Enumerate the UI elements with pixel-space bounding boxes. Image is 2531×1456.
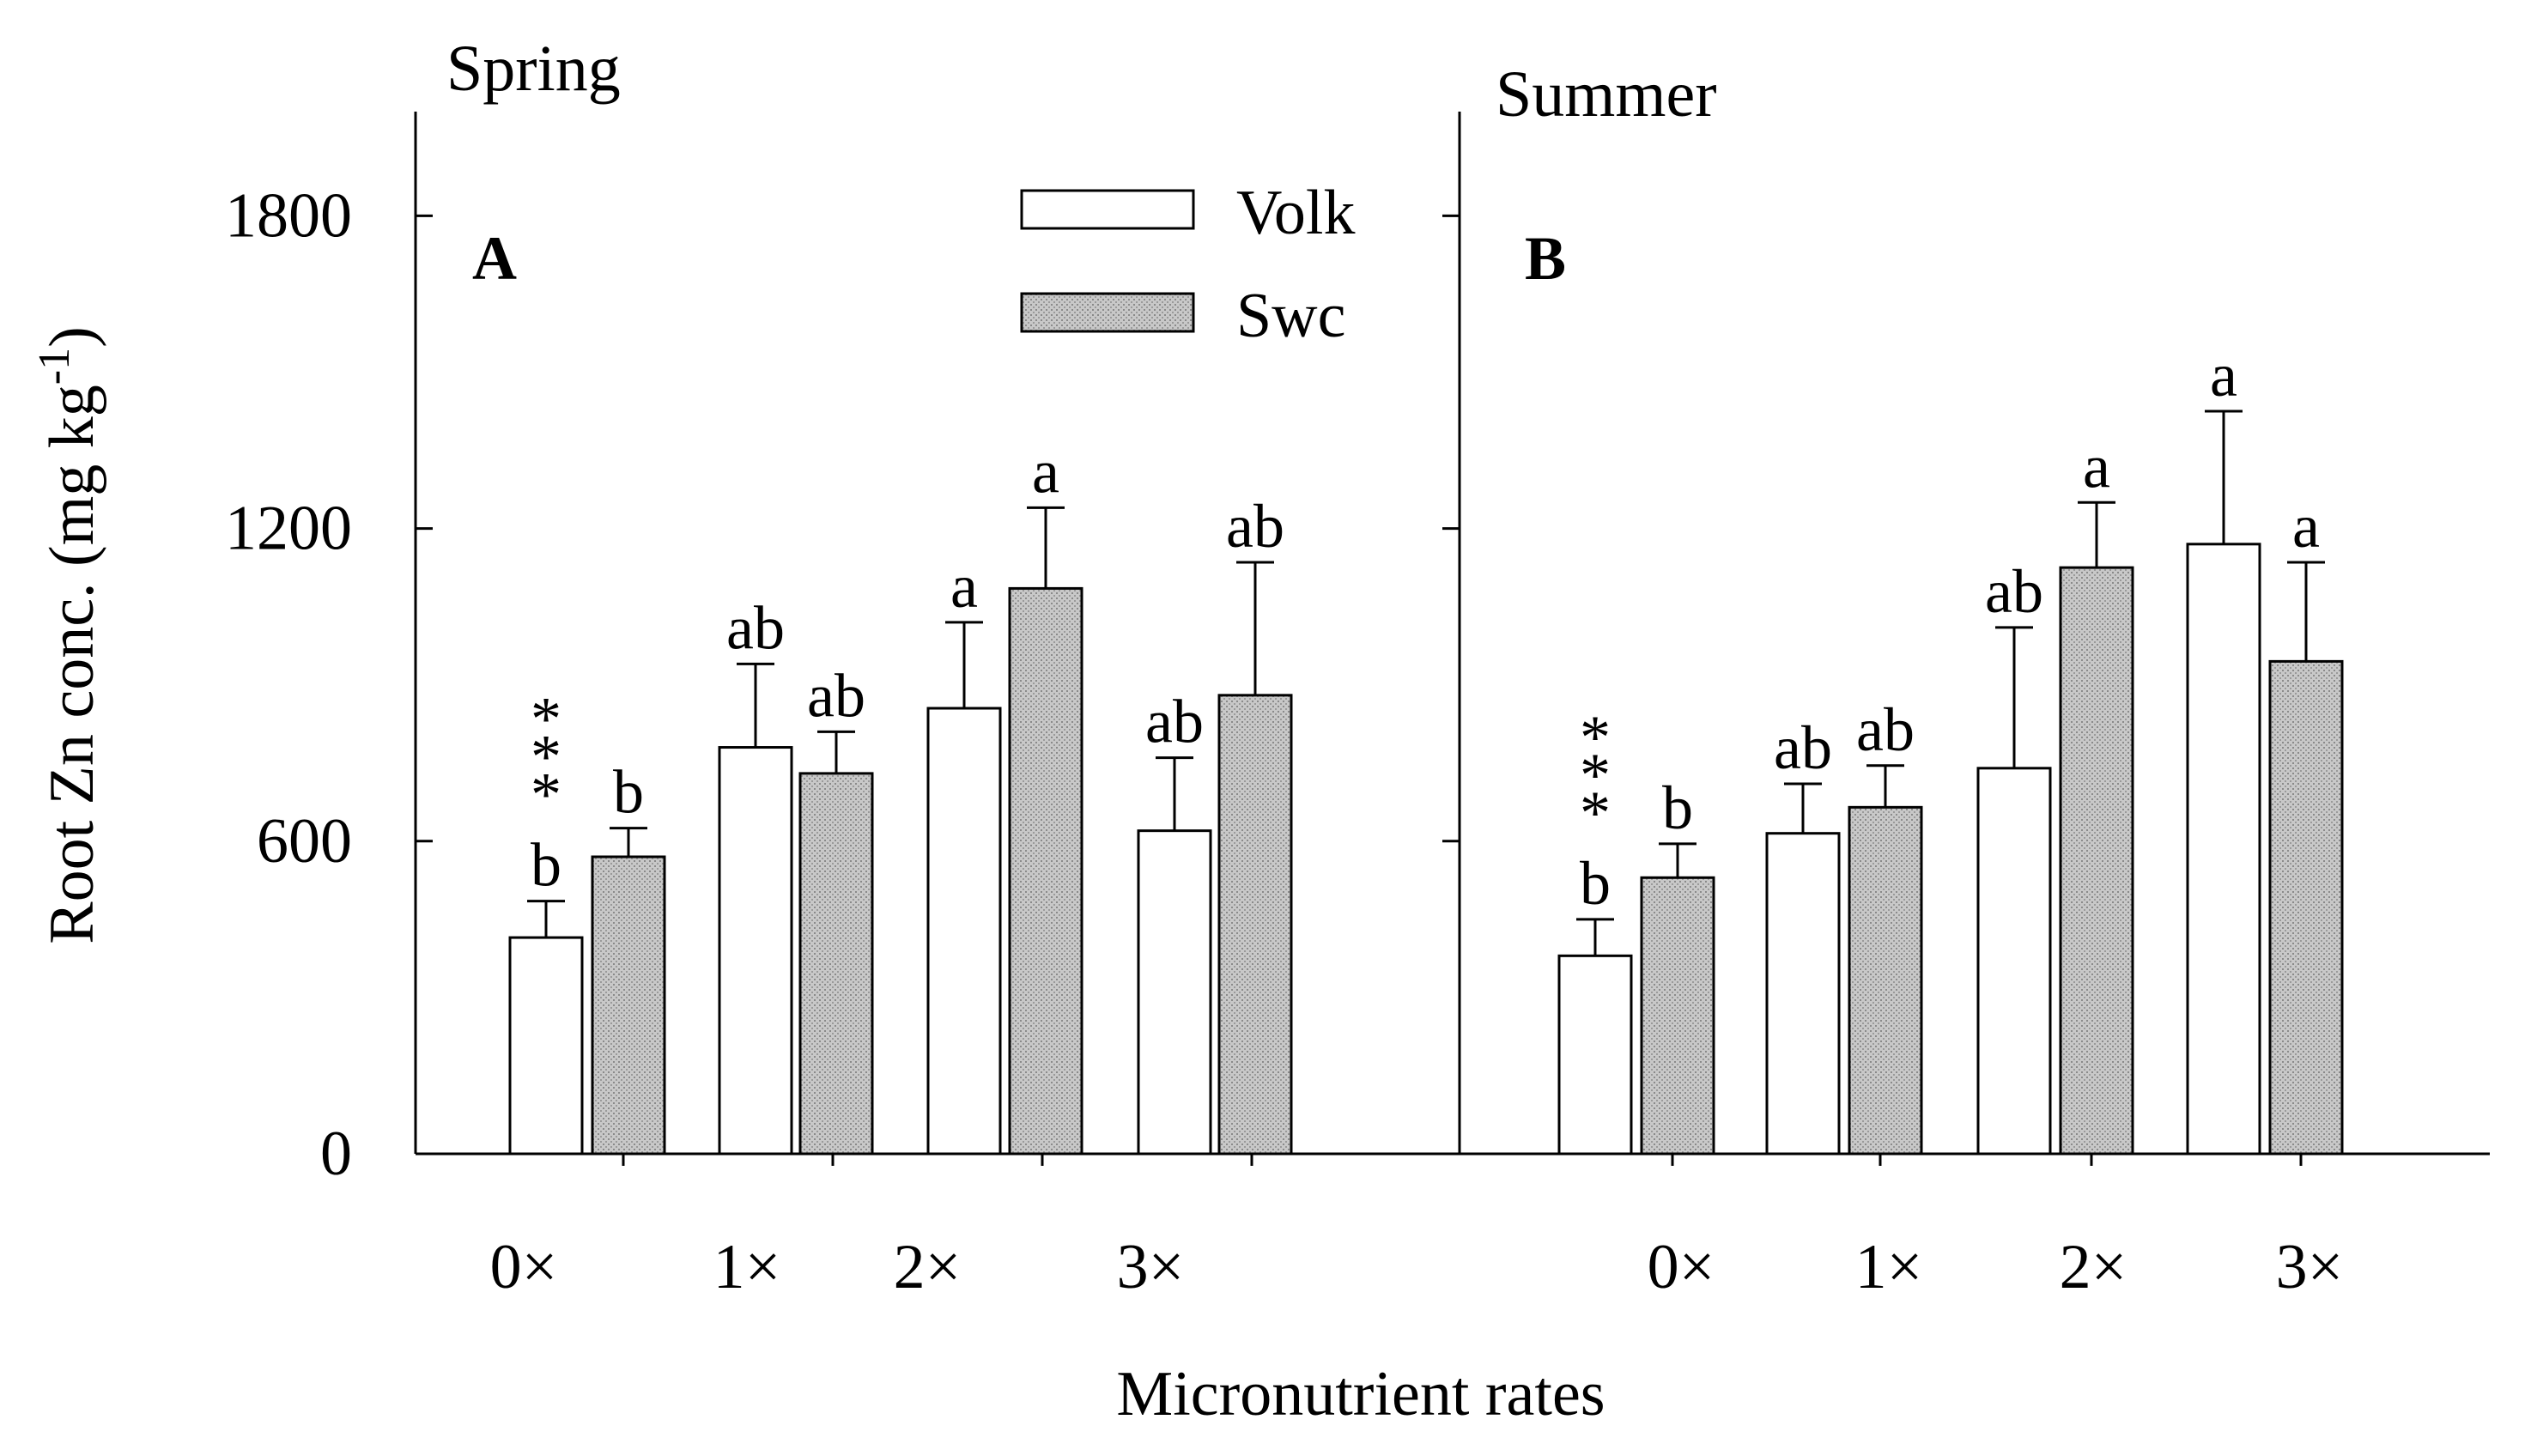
x-tick-label: 2× <box>894 1232 962 1302</box>
legend-swatch-volk <box>1020 189 1195 230</box>
panel-A: 0 600 1200 1800 0× 1× 2× 3× Spring Ab ab a ab b ab a ab *… <box>225 33 1460 1302</box>
bar-swc-0 <box>591 855 666 1156</box>
bar-volk-0 <box>508 936 584 1156</box>
x-tick-label: 0× <box>490 1232 558 1302</box>
bar-swc-3 <box>1217 694 1293 1156</box>
y-tick-label: 600 <box>257 806 352 877</box>
bar-volk-1 <box>1765 832 1841 1156</box>
bar-swc-2 <box>2059 566 2134 1156</box>
significance-letter: ab <box>807 661 865 730</box>
significance-letter: a <box>1032 437 1059 506</box>
significance-letter: ab <box>1985 557 2043 626</box>
x-tick-label: 1× <box>713 1232 781 1302</box>
bar-swc-1 <box>1848 805 1923 1156</box>
y-axis-label-main: Root Zn conc. (mg kg <box>37 385 107 944</box>
significance-letter: ab <box>726 593 785 662</box>
x-tick-label: 2× <box>2060 1232 2127 1302</box>
x-axis-label: Micronutrient rates <box>1116 1359 1605 1429</box>
bar-volk-2 <box>926 707 1002 1156</box>
significance-letter: b <box>1580 849 1611 918</box>
x-tick-label: 0× <box>1648 1232 1715 1302</box>
significance-letter: b <box>613 758 644 827</box>
y-tick-label: 0 <box>320 1119 352 1189</box>
y-tick-label: 1800 <box>225 180 352 251</box>
significance-letter: ab <box>1774 713 1832 782</box>
y-tick-label: 1200 <box>225 494 352 564</box>
bar-volk-2 <box>1976 767 2052 1156</box>
bar-swc-2 <box>1008 586 1083 1156</box>
significance-stars: *** <box>1580 703 1611 847</box>
panel-letter: B <box>1525 224 1566 293</box>
significance-stars: *** <box>531 685 561 829</box>
bar-volk-3 <box>2186 543 2261 1156</box>
y-axis-label: Root Zn conc. (mg kg-1) <box>30 326 108 944</box>
bar-volk-3 <box>1137 829 1212 1156</box>
bar-volk-0 <box>1557 954 1633 1156</box>
legend-swatch-swc <box>1020 292 1195 333</box>
significance-letter: a <box>950 552 978 621</box>
legend-label-volk: Volk <box>1236 178 1355 248</box>
y-axis-label-close: ) <box>37 326 107 348</box>
x-tick-label: 3× <box>1117 1232 1185 1302</box>
significance-letter: b <box>1662 774 1693 842</box>
bar-swc-1 <box>798 772 874 1156</box>
y-axis-label-sup: -1 <box>30 348 79 385</box>
significance-letter: ab <box>1145 688 1204 756</box>
significance-letter: b <box>531 831 561 900</box>
bar-swc-3 <box>2268 659 2344 1156</box>
significance-letter: ab <box>1226 492 1284 561</box>
legend: Volk Swc <box>1020 178 1355 351</box>
bar-volk-1 <box>718 746 793 1156</box>
x-tick-label: 1× <box>1855 1232 1923 1302</box>
significance-letter: a <box>2210 341 2237 410</box>
significance-letter: a <box>2083 432 2110 500</box>
panel-title: Spring <box>446 33 621 105</box>
x-tick-label: 3× <box>2276 1232 2344 1302</box>
panel-title: Summer <box>1496 58 1717 130</box>
legend-label-swc: Swc <box>1236 281 1345 351</box>
panel-letter: A <box>472 224 517 293</box>
significance-letter: a <box>2292 492 2320 561</box>
bar-swc-0 <box>1640 876 1715 1156</box>
significance-letter: ab <box>1856 695 1915 764</box>
